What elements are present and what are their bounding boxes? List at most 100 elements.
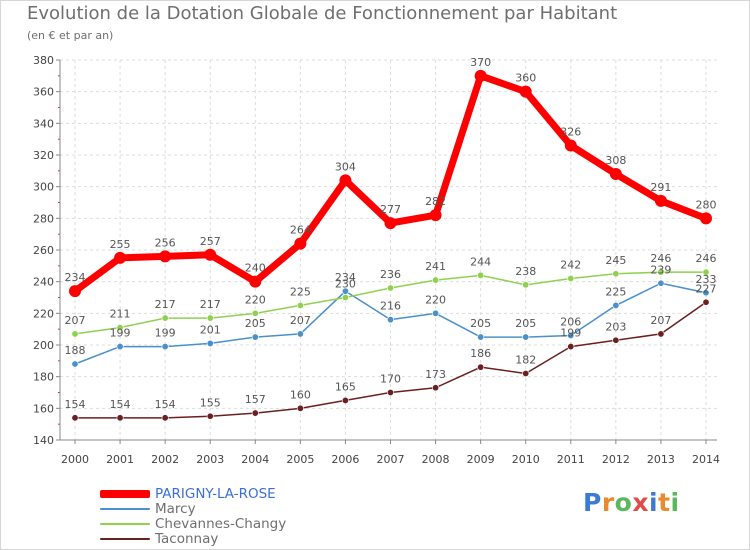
x-tick-label: 2003: [196, 453, 224, 466]
x-tick-label: 2007: [377, 453, 405, 466]
legend-label: Chevannes-Changy: [155, 516, 287, 532]
data-point: [206, 412, 214, 420]
data-label: 227: [696, 282, 717, 295]
logo-letter: o: [614, 488, 633, 517]
data-point: [519, 85, 532, 98]
data-point: [114, 251, 127, 264]
data-point: [251, 333, 259, 341]
x-tick-label: 2001: [106, 453, 134, 466]
data-label: 234: [335, 271, 356, 284]
legend-swatch: [100, 490, 150, 498]
data-label: 255: [110, 238, 131, 251]
logo-letter: i: [670, 488, 680, 517]
data-point: [522, 281, 530, 289]
data-label: 205: [515, 317, 536, 330]
data-label: 230: [335, 278, 356, 291]
data-point: [432, 276, 440, 284]
data-label: 173: [425, 368, 446, 381]
x-tick-label: 2004: [241, 453, 269, 466]
data-label: 154: [110, 398, 131, 411]
data-label: 220: [245, 293, 266, 306]
data-point: [339, 174, 352, 187]
data-label: 240: [245, 262, 266, 275]
data-point: [161, 343, 169, 351]
x-tick-label: 2012: [602, 453, 630, 466]
y-tick-label: 340: [33, 117, 54, 130]
data-point: [702, 289, 710, 297]
data-point: [296, 404, 304, 412]
legend-label: Taconnay: [155, 531, 219, 547]
y-tick-label: 160: [33, 402, 54, 415]
data-point: [567, 343, 575, 351]
data-label: 154: [65, 398, 86, 411]
data-label: 216: [380, 300, 401, 313]
data-label: 242: [560, 259, 581, 272]
data-point: [477, 333, 485, 341]
data-label: 256: [155, 236, 176, 249]
data-label: 308: [605, 154, 626, 167]
data-point: [612, 270, 620, 278]
data-point: [477, 363, 485, 371]
y-tick-label: 220: [33, 307, 54, 320]
data-label: 291: [650, 181, 671, 194]
data-label: 154: [155, 398, 176, 411]
data-label: 206: [560, 316, 581, 329]
data-label: 220: [425, 293, 446, 306]
data-label: 160: [290, 388, 311, 401]
data-label: 238: [515, 265, 536, 278]
data-point: [341, 293, 349, 301]
data-label: 199: [155, 327, 176, 340]
data-label: 246: [650, 252, 671, 265]
data-label: 277: [380, 203, 401, 216]
data-point: [69, 285, 81, 298]
y-tick-label: 260: [33, 244, 54, 257]
x-tick-label: 2002: [151, 453, 179, 466]
data-label: 199: [110, 327, 131, 340]
data-label: 241: [425, 260, 446, 273]
data-point: [71, 360, 79, 368]
data-point: [116, 414, 124, 422]
legend-swatch: [100, 523, 150, 525]
data-point: [477, 271, 485, 279]
data-point: [700, 212, 712, 225]
data-point: [657, 279, 665, 287]
data-point: [296, 301, 304, 309]
data-point: [612, 336, 620, 344]
y-tick-label: 280: [33, 212, 54, 225]
data-point: [161, 414, 169, 422]
data-point: [204, 248, 217, 261]
legend-swatch: [100, 538, 150, 540]
x-tick-label: 2014: [692, 453, 720, 466]
data-label: 211: [110, 308, 131, 321]
chart-subtitle: (en € et par an): [27, 29, 114, 42]
x-tick-label: 2009: [467, 453, 495, 466]
x-tick-label: 2010: [512, 453, 540, 466]
data-point: [657, 330, 665, 338]
legend-label: Marcy: [155, 501, 196, 517]
data-point: [116, 343, 124, 351]
data-point: [386, 388, 394, 396]
x-tick-label: 2005: [286, 453, 314, 466]
data-point: [206, 314, 214, 322]
data-label: 282: [425, 195, 446, 208]
data-point: [159, 250, 172, 263]
data-label: 370: [470, 56, 491, 69]
data-point: [161, 314, 169, 322]
legend-label: PARIGNY-LA-ROSE: [155, 486, 276, 502]
data-label: 182: [515, 354, 536, 367]
data-point: [71, 414, 79, 422]
proxiti-logo: Proxiti: [583, 488, 680, 517]
data-label: 244: [470, 255, 491, 268]
data-point: [251, 309, 259, 317]
x-tick-label: 2013: [647, 453, 675, 466]
x-tick-label: 2000: [61, 453, 89, 466]
data-label: 217: [200, 298, 221, 311]
data-point: [432, 384, 440, 392]
data-label: 264: [290, 224, 311, 237]
legend-swatch: [100, 508, 150, 510]
data-label: 203: [605, 320, 626, 333]
data-label: 205: [245, 317, 266, 330]
data-label: 257: [200, 235, 221, 248]
chart-title: Evolution de la Dotation Globale de Fonc…: [27, 3, 618, 24]
y-tick-label: 200: [33, 339, 54, 352]
